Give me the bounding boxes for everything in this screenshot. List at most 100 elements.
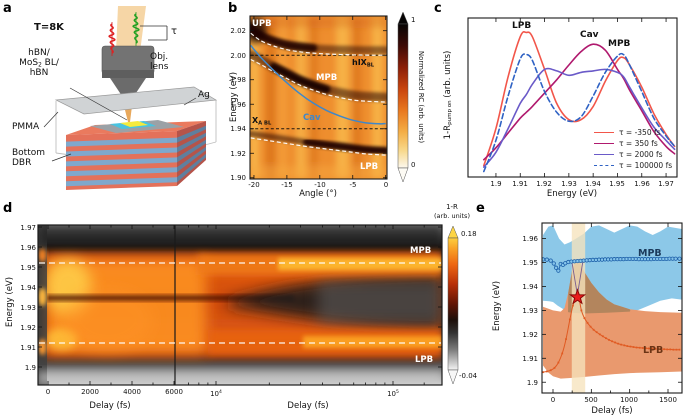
e-ytick: 1.91 bbox=[522, 355, 538, 363]
b-ytick: 1.94 bbox=[230, 125, 246, 133]
b-ytick: 1.92 bbox=[230, 150, 246, 158]
pump-beam-glow bbox=[116, 6, 146, 52]
b-ytick: 1.90 bbox=[230, 174, 246, 182]
d-ytick: 1.91 bbox=[20, 344, 36, 352]
branch-energy-vs-delay-plot bbox=[541, 222, 683, 394]
panel-d-axes bbox=[37, 224, 443, 386]
probe-pulse-icon bbox=[132, 12, 140, 46]
e-xtick: 500 bbox=[584, 396, 598, 404]
b-colorbar-title: Normalized RC (arb. units) bbox=[417, 50, 425, 144]
leader-lines bbox=[43, 87, 197, 162]
legend-item: τ = 2000 fs bbox=[594, 150, 684, 161]
branch-bands-and-lines bbox=[542, 223, 682, 393]
c-xtick: 1.93 bbox=[561, 180, 577, 188]
e-lpb-annotation: LPB bbox=[643, 345, 664, 356]
d-colorbar-max: 0.18 bbox=[461, 230, 477, 238]
e-ytick: 1.92 bbox=[522, 331, 538, 339]
c-xtick: 1.9 bbox=[490, 180, 502, 188]
b-xtick: -5 bbox=[349, 181, 357, 189]
e-xtick: 1500 bbox=[659, 396, 677, 404]
d-xtick: 2000 bbox=[81, 388, 99, 396]
panel-e-label: e bbox=[476, 201, 485, 216]
c-lpb-peak-label: LPB bbox=[512, 21, 532, 31]
delay-energy-heatmap bbox=[38, 225, 442, 385]
xa-exciton-annotation: XA BL bbox=[252, 116, 272, 127]
spectra-curves bbox=[483, 31, 676, 173]
c-ylabel: 1-Rpump on (arb. units) bbox=[442, 50, 454, 140]
panel-c-label: c bbox=[434, 1, 442, 16]
bottom-dbr-mirror bbox=[66, 121, 206, 190]
panel-b-axes bbox=[249, 15, 388, 180]
dispersion-curves bbox=[250, 32, 387, 156]
hix-exciton-annotation: hIXBL bbox=[352, 58, 375, 69]
bottom-dbr-label: Bottom DBR bbox=[12, 148, 46, 168]
b-ytick: 2.00 bbox=[230, 52, 246, 60]
d-ytick: 1.95 bbox=[20, 264, 36, 272]
polariton-absorption-bands bbox=[250, 17, 387, 155]
b-xtick: 0 bbox=[383, 181, 389, 189]
c-xtick: 1.96 bbox=[634, 180, 650, 188]
e-xlabel: Delay (fs) bbox=[591, 406, 633, 416]
d-mpb-annotation: MPB bbox=[410, 246, 432, 256]
d-xlabel-left: Delay (fs) bbox=[89, 401, 131, 411]
panel-a-label: a bbox=[3, 1, 12, 16]
ag-label: Ag bbox=[198, 90, 210, 100]
b-colorbar-max: 1 bbox=[411, 16, 416, 24]
temperature-label: T=8K bbox=[34, 22, 64, 33]
b-xtick: -20 bbox=[248, 181, 260, 189]
b-ytick: 1.98 bbox=[230, 76, 246, 84]
objective-label: Obj. lens bbox=[150, 52, 169, 72]
b-colorbar-min: 0 bbox=[411, 161, 416, 169]
legend-item: τ = -350 fs bbox=[594, 128, 684, 139]
d-ytick: 1.9 bbox=[24, 364, 36, 372]
d-xtick: 4000 bbox=[123, 388, 141, 396]
c-xtick: 1.95 bbox=[609, 180, 625, 188]
b-xtick: -10 bbox=[314, 181, 326, 189]
angle-resolved-reflectivity-heatmap bbox=[250, 16, 387, 179]
d-xtick-1e4: 104 bbox=[210, 390, 222, 399]
heterostructure-label: hBN/ MoS2 BL/ hBN bbox=[19, 48, 59, 79]
pump-probe-spectra-plot bbox=[467, 17, 678, 178]
d-ylabel: Energy (eV) bbox=[5, 276, 15, 328]
e-ytick: 1.96 bbox=[522, 235, 538, 243]
panel-b-label: b bbox=[228, 1, 238, 16]
d-ytick: 1.94 bbox=[20, 284, 36, 292]
e-ytick: 1.9 bbox=[526, 379, 538, 387]
cavity-annotation: Cav bbox=[303, 113, 321, 123]
e-ytick: 1.95 bbox=[522, 259, 538, 267]
d-colorbar-units: (arb. units) bbox=[434, 212, 470, 220]
d-lpb-annotation: LPB bbox=[415, 355, 434, 365]
b-xlabel: Angle (°) bbox=[299, 189, 337, 199]
b-ylabel: Energy (eV) bbox=[229, 71, 239, 123]
c-xtick: 1.94 bbox=[585, 180, 601, 188]
tau-label: τ bbox=[171, 26, 178, 37]
pmma-label: PMMA bbox=[12, 122, 40, 132]
c-xtick: 1.91 bbox=[512, 180, 528, 188]
ag-mirror bbox=[54, 86, 218, 115]
c-cav-peak-label: Cav bbox=[580, 30, 599, 40]
e-ytick: 1.93 bbox=[522, 307, 538, 315]
b-ytick: 2.02 bbox=[230, 27, 246, 35]
mos2-bilayer-flake bbox=[120, 121, 148, 127]
c-xtick: 1.92 bbox=[536, 180, 552, 188]
b-colorbar bbox=[397, 11, 409, 183]
focused-beam bbox=[124, 106, 132, 122]
d-colorbar bbox=[447, 225, 459, 385]
legend-line-swatch bbox=[594, 165, 614, 166]
d-ytick: 1.96 bbox=[20, 244, 36, 252]
legend-item: τ = 350 fs bbox=[594, 139, 684, 150]
d-xtick-1e5: 105 bbox=[387, 390, 399, 399]
pump-pulse-icon bbox=[108, 22, 116, 56]
setup-schematic bbox=[43, 6, 218, 190]
d-ytick: 1.97 bbox=[20, 224, 36, 232]
b-ytick: 1.96 bbox=[230, 101, 246, 109]
star-marker bbox=[568, 288, 587, 305]
d-colorbar-title: 1-R bbox=[446, 203, 458, 211]
lpb-annotation: LPB bbox=[360, 162, 379, 172]
e-ylabel: Energy (eV) bbox=[492, 280, 502, 332]
upb-annotation: UPB bbox=[252, 19, 272, 29]
d-xtick: 0 bbox=[45, 388, 51, 396]
legend-line-swatch bbox=[594, 143, 614, 144]
tau-delay-bracket bbox=[140, 25, 168, 41]
